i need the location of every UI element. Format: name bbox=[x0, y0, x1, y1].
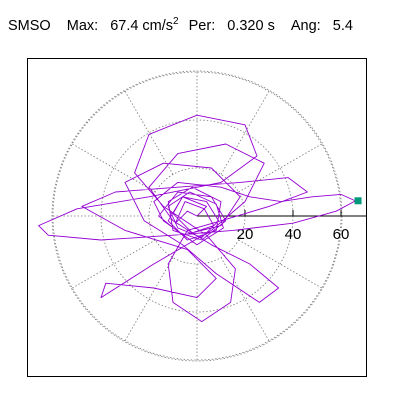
grid-spoke-150 bbox=[71, 143, 156, 193]
angle-label: Ang: bbox=[290, 18, 321, 34]
max-label: Max: bbox=[66, 18, 99, 34]
x-tick-label-40: 40 bbox=[285, 226, 302, 243]
max-marker-group bbox=[354, 197, 362, 205]
grid-spoke-330 bbox=[238, 239, 323, 289]
angle-value: 5.4 bbox=[332, 18, 353, 34]
grid-spoke-300 bbox=[220, 257, 270, 342]
grid-spoke-30 bbox=[238, 143, 323, 193]
orbit-trace bbox=[38, 114, 356, 323]
x-tick-label-60: 60 bbox=[333, 226, 350, 243]
plot-frame bbox=[27, 58, 367, 377]
header-readout: SMSO Max: 67.4 cm/s2 Per: 0.320 s Ang: 5… bbox=[8, 16, 353, 34]
grid-spoke-60 bbox=[220, 90, 270, 175]
x-tick-label-20: 20 bbox=[237, 226, 254, 243]
orbit-trace-line bbox=[38, 114, 356, 323]
grid-spoke-210 bbox=[71, 239, 156, 289]
max-unit-exponent: 2 bbox=[173, 16, 179, 27]
grid-spoke-120 bbox=[124, 90, 174, 175]
period-value: 0.320 s bbox=[227, 18, 275, 34]
period-label: Per: bbox=[188, 18, 216, 34]
max-value: 67.4 cm/s bbox=[110, 18, 174, 34]
grid-spoke-240 bbox=[124, 257, 174, 342]
max-point-marker bbox=[354, 197, 362, 205]
x-axis: 20 40 60 bbox=[197, 210, 366, 243]
station-code: SMSO bbox=[8, 18, 51, 34]
